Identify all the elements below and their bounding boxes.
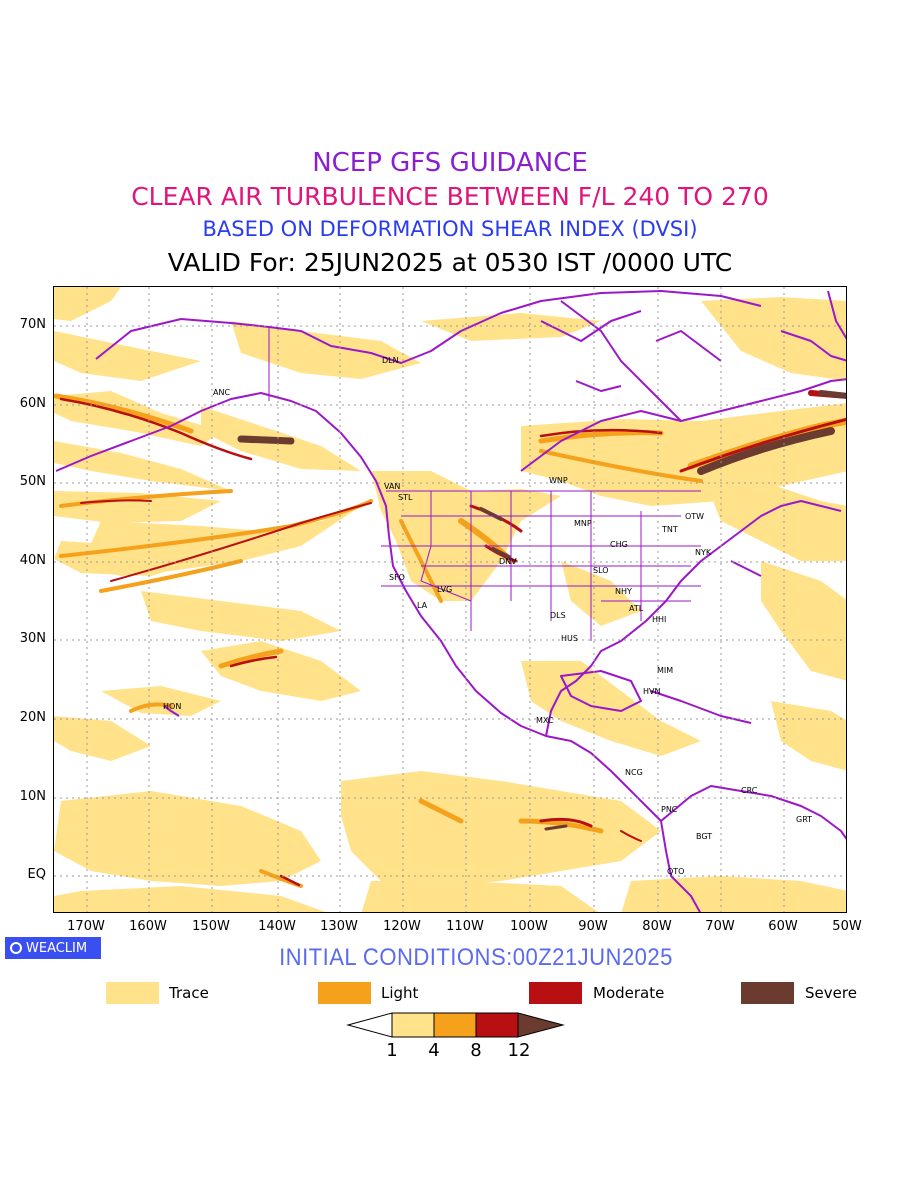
legend-label-light: Light [381,984,419,1002]
station-dnv: DNV [499,557,517,566]
station-wnp: WNP [549,476,568,485]
lon-label-60w: 60W [768,919,798,934]
lon-label-120w: 120W [383,919,421,934]
station-atl: ATL [629,604,644,613]
station-hus: HUS [561,634,578,643]
station-lvg: LVG [437,585,452,594]
lon-label-90w: 90W [578,919,608,934]
station-slo: SLO [593,566,609,575]
lon-label-150w: 150W [192,919,230,934]
station-mnp: MNP [574,519,592,528]
lon-label-140w: 140W [258,919,296,934]
lat-label-50n: 50N [19,474,46,489]
admin-boundaries [268,327,701,641]
colorbar-label-4: 4 [428,1040,440,1061]
trace-areas [54,287,846,912]
map-canvas: ANC DLN VAN STL WNP MNP OTW TNT CHG NYK … [54,287,846,912]
legend-label-severe: Severe [805,984,857,1002]
title-model: NCEP GFS GUIDANCE [312,148,588,178]
station-hhi: HHI [652,615,666,624]
lon-label-50w: 50W [832,919,862,934]
lat-label-20n: 20N [19,710,46,725]
colorbar-label-1: 1 [386,1040,398,1061]
station-labels: ANC DLN VAN STL WNP MNP OTW TNT CHG NYK … [163,356,812,876]
station-tnt: TNT [661,525,678,534]
colorbar-moderate [475,1012,519,1038]
station-dln: DLN [382,356,399,365]
colorbar-under-arrow [346,1012,393,1038]
station-hvn: HVN [643,687,660,696]
lat-label-70n: 70N [19,317,46,332]
station-mim: MIM [657,666,673,675]
station-nyk: NYK [695,548,712,557]
legend-label-trace: Trace [169,984,209,1002]
colorbar-label-8: 8 [470,1040,482,1061]
station-crc: CRC [741,786,758,795]
station-bgt: BGT [696,832,712,841]
legend-label-moderate: Moderate [593,984,665,1002]
lat-label-40n: 40N [19,553,46,568]
lat-label-10n: 10N [19,789,46,804]
colorbar-severe-arrow [517,1012,565,1038]
station-grt: GRT [796,815,812,824]
colorbar-light [433,1012,477,1038]
station-nhy: NHY [615,587,632,596]
title-valid-time: VALID For: 25JUN2025 at 0530 IST /0000 U… [167,248,733,277]
severe-areas [237,390,846,831]
title-method: BASED ON DEFORMATION SHEAR INDEX (DVSI) [202,217,698,241]
lon-label-170w: 170W [67,919,105,934]
colorbar [346,1012,565,1038]
weaclim-badge: WEACLIM [5,937,101,959]
colorbar-label-12: 12 [507,1040,531,1061]
lat-label-30n: 30N [19,631,46,646]
land-outlines [55,290,846,912]
legend-swatch-trace [106,982,159,1004]
lon-label-70w: 70W [705,919,735,934]
lon-label-160w: 160W [129,919,167,934]
station-anc: ANC [213,388,230,397]
weaclim-label: WEACLIM [26,940,88,956]
station-sfo: SFO [389,573,405,582]
initial-conditions: INITIAL CONDITIONS:00Z21JUN2025 [279,944,673,971]
colorbar-trace [391,1012,435,1038]
lon-label-110w: 110W [446,919,484,934]
moderate-areas [59,390,846,887]
legend-swatch-severe [741,982,794,1004]
station-ncg: NCG [625,768,643,777]
station-dls: DLS [550,611,566,620]
station-pnc: PNC [661,805,678,814]
lon-label-130w: 130W [320,919,358,934]
legend-swatch-light [318,982,371,1004]
station-mxc: MXC [536,716,554,725]
station-la: LA [417,601,428,610]
lat-label-60n: 60N [19,396,46,411]
legend-swatch-moderate [529,982,582,1004]
station-chg: CHG [610,540,628,549]
turbulence-map: ANC DLN VAN STL WNP MNP OTW TNT CHG NYK … [53,286,847,913]
station-qto: QTO [667,867,684,876]
weaclim-logo-icon [10,942,22,954]
lat-label-eq: EQ [27,867,46,882]
station-van: VAN [384,482,400,491]
lon-label-80w: 80W [642,919,672,934]
station-hon: HON [163,702,181,711]
station-otw: OTW [685,512,704,521]
title-product: CLEAR AIR TURBULENCE BETWEEN F/L 240 TO … [131,182,769,211]
lon-label-100w: 100W [510,919,548,934]
station-stl: STL [398,493,413,502]
graticule [54,287,846,912]
